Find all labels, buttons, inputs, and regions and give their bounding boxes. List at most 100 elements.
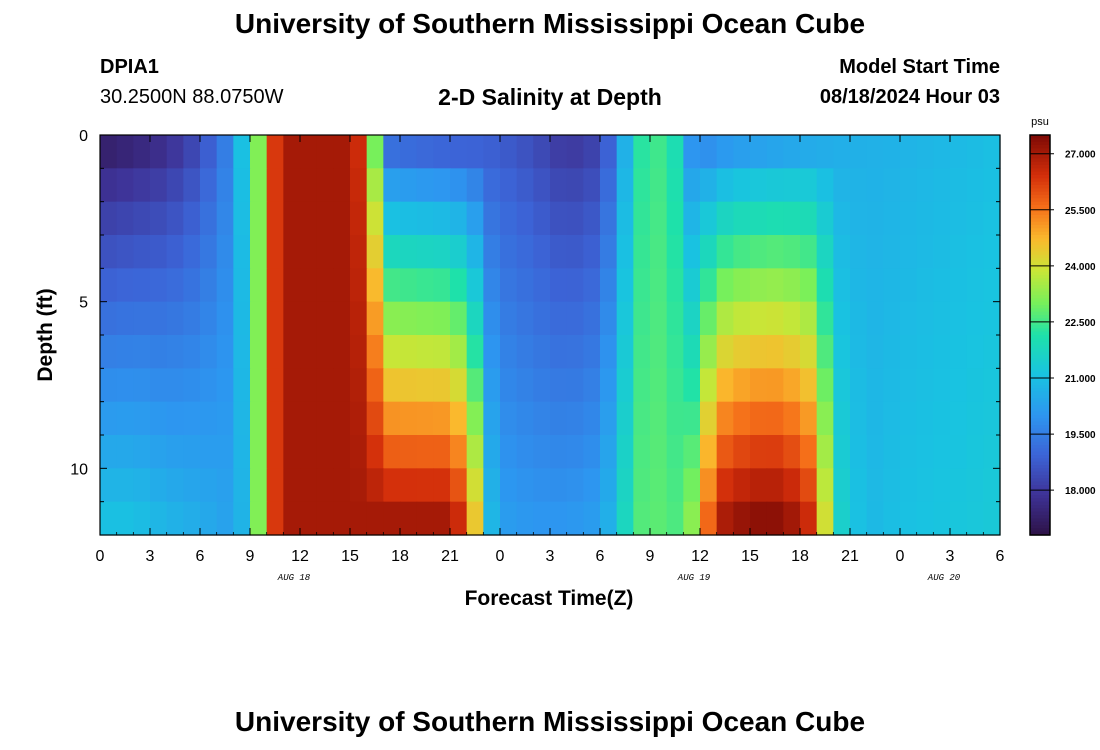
- colorbar-segment: [1030, 381, 1050, 386]
- heatmap-cell: [600, 335, 618, 369]
- heatmap-cell: [683, 301, 701, 336]
- heatmap-cell: [900, 235, 918, 269]
- heatmap-cell: [116, 335, 134, 369]
- heatmap-cell: [583, 368, 601, 403]
- heatmap-cell: [666, 401, 684, 436]
- heatmap-cell: [716, 335, 734, 369]
- heatmap-cell: [516, 501, 534, 536]
- heatmap-cell: [966, 501, 984, 536]
- colorbar: 27.000 25.500 24.000 22.500 21.000 19.500 18.0…: [1029, 116, 1096, 536]
- colorbar-segment: [1030, 441, 1050, 446]
- heatmap-cell: [750, 201, 768, 236]
- heatmap-cell: [916, 401, 934, 436]
- heatmap-cell: [933, 335, 951, 369]
- x-tick-label: 0: [496, 548, 505, 565]
- colorbar-segment: [1030, 391, 1050, 396]
- heatmap-cell: [766, 401, 784, 436]
- heatmap-cell: [150, 435, 168, 469]
- colorbar-segment: [1030, 138, 1050, 143]
- heatmap-cell: [500, 435, 518, 469]
- heatmap-cell: [283, 268, 301, 303]
- heatmap-cell: [750, 435, 768, 469]
- heatmap-cell: [366, 335, 384, 369]
- heatmap-cell: [316, 201, 334, 236]
- heatmap-cell: [633, 301, 651, 336]
- heatmap-cell: [166, 435, 184, 469]
- heatmap-cell: [733, 468, 751, 503]
- heatmap-cell: [416, 268, 434, 303]
- heatmap-cell: [883, 468, 901, 503]
- colorbar-segment: [1030, 435, 1050, 439]
- colorbar-tick-label: 21.000: [1065, 374, 1096, 385]
- heatmap-cell: [766, 368, 784, 403]
- heatmap-cell: [250, 268, 268, 303]
- heatmap-cell: [783, 335, 801, 369]
- heatmap-cell: [300, 368, 318, 403]
- heatmap-cell: [100, 401, 118, 436]
- heatmap-cell: [350, 301, 368, 336]
- heatmap-cell: [450, 168, 468, 203]
- heatmap-cell: [116, 468, 134, 503]
- heatmap-cell: [316, 335, 334, 369]
- colorbar-segment: [1030, 305, 1050, 309]
- heatmap-cell: [183, 268, 201, 303]
- heatmap-cell: [816, 301, 834, 336]
- colorbar-segment: [1030, 378, 1050, 383]
- heatmap-cell: [433, 135, 451, 169]
- heatmap-cell: [233, 268, 251, 303]
- heatmap-cell: [133, 235, 151, 269]
- heatmap-cell: [616, 468, 634, 503]
- heatmap-cell: [350, 235, 368, 269]
- heatmap-cell: [366, 435, 384, 469]
- colorbar-segment: [1030, 211, 1050, 216]
- heatmap-cell: [833, 201, 851, 236]
- colorbar-segment: [1030, 335, 1050, 339]
- colorbar-segment: [1030, 281, 1050, 286]
- heatmap-cell: [966, 168, 984, 203]
- heatmap-cell: [550, 201, 568, 236]
- heatmap-cell: [533, 435, 551, 469]
- heatmap-cell: [433, 201, 451, 236]
- heatmap-cell: [650, 501, 668, 536]
- heatmap-cell: [416, 401, 434, 436]
- heatmap-cell: [933, 135, 951, 169]
- heatmap-cell: [166, 268, 184, 303]
- date-label: AUG 20: [927, 573, 961, 583]
- colorbar-segment: [1030, 175, 1050, 179]
- colorbar-segment: [1030, 451, 1050, 456]
- heatmap-cell: [316, 168, 334, 203]
- heatmap-cell: [566, 301, 584, 336]
- x-tick-label: 3: [546, 548, 555, 565]
- heatmap-cell: [833, 435, 851, 469]
- colorbar-segment: [1030, 168, 1050, 173]
- heatmap-cell: [916, 135, 934, 169]
- heatmap-cell: [650, 135, 668, 169]
- heatmap-cell: [250, 168, 268, 203]
- heatmap-cell: [183, 168, 201, 203]
- heatmap-cell: [566, 468, 584, 503]
- heatmap-cell: [150, 235, 168, 269]
- colorbar-segment: [1030, 135, 1050, 139]
- heatmap-cell: [450, 301, 468, 336]
- heatmap-cell: [550, 235, 568, 269]
- heatmap-cell: [583, 135, 601, 169]
- heatmap-cell: [466, 135, 484, 169]
- heatmap-cell: [500, 301, 518, 336]
- heatmap-cell: [300, 201, 318, 236]
- heatmap-cell: [733, 235, 751, 269]
- heatmap-cell: [366, 135, 384, 169]
- heatmap-cell: [883, 401, 901, 436]
- colorbar-segment: [1030, 331, 1050, 336]
- heatmap-cell: [383, 335, 401, 369]
- heatmap-cell: [150, 468, 168, 503]
- x-tick-label: 15: [341, 548, 359, 565]
- heatmap-cell: [233, 235, 251, 269]
- heatmap-cell: [700, 201, 718, 236]
- colorbar-segment: [1030, 495, 1050, 499]
- x-tick-label: 3: [946, 548, 955, 565]
- heatmap-cell: [100, 468, 118, 503]
- heatmap-cell: [766, 235, 784, 269]
- heatmap-cell: [516, 368, 534, 403]
- heatmap-cell: [383, 401, 401, 436]
- heatmap-cell: [500, 335, 518, 369]
